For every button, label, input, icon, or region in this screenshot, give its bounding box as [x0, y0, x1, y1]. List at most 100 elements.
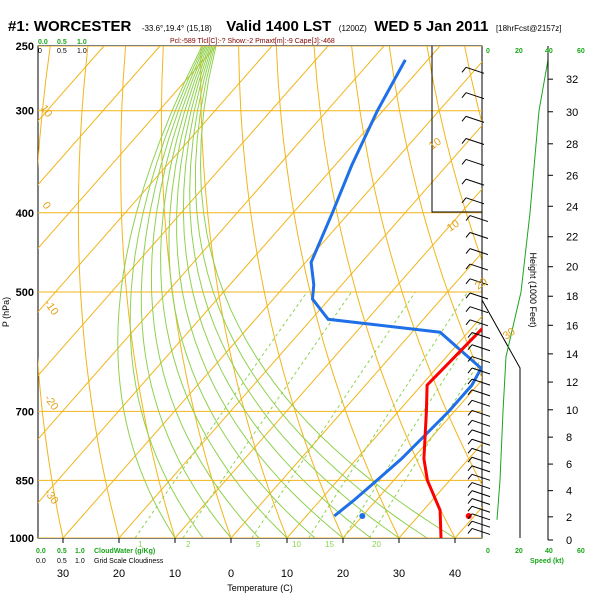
- pressure-axis: 250 300 400 500 700 850 1000: [10, 41, 34, 545]
- wind-barb: [469, 306, 489, 314]
- height-tick-label: 24: [566, 201, 578, 213]
- cloud-scale-bottom-tick: 0.5: [57, 558, 67, 565]
- wind-barb-flag: [465, 306, 471, 312]
- wind-barb: [465, 178, 485, 186]
- dewpoint-profile-line: [309, 59, 482, 518]
- pressure-tick-label: 250: [16, 41, 34, 53]
- wind-barb: [471, 456, 491, 464]
- temperature-tick-label: 20: [337, 568, 349, 580]
- wind-barb: [471, 498, 491, 506]
- moist-adiabat-line: [117, 46, 203, 538]
- temperature-axis-label: Temperature (C): [227, 583, 293, 593]
- stability-indices: Pcl:-589 Tlcl[C]:-? Show:-2 Pmaxt[m]:-9 …: [170, 38, 335, 45]
- dry-adiabat-line: [120, 46, 176, 538]
- temperature-tick-label: 10: [281, 568, 293, 580]
- wind-barb-flag: [465, 263, 471, 270]
- wind-barb-flag: [467, 399, 473, 406]
- speed-axis-label: Speed (kt): [530, 558, 564, 565]
- wind-barb: [465, 158, 485, 166]
- wind-barb-flag: [467, 448, 473, 454]
- dry-adiabat-line: [238, 46, 344, 538]
- parcel-profile-line: [484, 60, 514, 270]
- wind-barb: [465, 138, 485, 146]
- dry-adiabat-line: [275, 46, 400, 538]
- cloud-scale-top-tick: 0.5: [57, 48, 67, 55]
- isotherm-label: 0: [40, 200, 53, 212]
- isobar-grid: [38, 46, 482, 538]
- wind-barb: [471, 419, 491, 427]
- wind-barb: [469, 278, 489, 286]
- wind-region-boundary: [431, 46, 521, 538]
- wind-barb: [471, 473, 491, 481]
- wind-barb-flag: [461, 116, 467, 122]
- height-tick-label: 2: [566, 512, 572, 524]
- wind-barb-flag: [461, 67, 467, 73]
- wind-barb-flag: [467, 367, 473, 374]
- temperature-tick-label: 10: [169, 568, 181, 580]
- moist-adiabat-line: [150, 46, 260, 538]
- wind-barb-flag: [461, 159, 467, 165]
- wind-barb-flag: [467, 513, 473, 520]
- cloud-scale-bottom-tick: 0.5: [57, 548, 67, 555]
- wind-barb: [471, 447, 491, 455]
- wind-barb-flag: [465, 248, 471, 254]
- wind-barb: [471, 505, 491, 513]
- speed-bottom-tick: 40: [545, 548, 553, 555]
- wind-barb: [469, 263, 489, 271]
- wind-barb-flag: [467, 438, 473, 445]
- wind-barb: [471, 429, 491, 437]
- speed-top-tick: 0: [486, 48, 490, 55]
- isotherm-label: -10: [42, 298, 61, 318]
- isotherm-label: -20: [42, 393, 61, 413]
- wind-barb: [469, 231, 489, 239]
- pressure-tick-label: 850: [16, 475, 34, 487]
- wind-barb-flag: [467, 520, 473, 527]
- wind-speed-profile: [496, 59, 549, 520]
- speed-top-tick: 60: [577, 48, 585, 55]
- wind-barb-flag: [465, 215, 471, 221]
- height-tick-label: 10: [566, 405, 578, 417]
- isotherm-line: [286, 315, 482, 538]
- wind-barb: [471, 490, 491, 498]
- mixing-label: 2: [186, 540, 191, 549]
- cloud-scale-top-tick: 0: [38, 48, 42, 55]
- moist-adiabat-line: [189, 46, 400, 538]
- dry-adiabat-line: [0, 46, 13, 538]
- moist-adiabat-line: [160, 46, 288, 538]
- height-tick-label: 12: [566, 377, 578, 389]
- wind-barb-flag: [465, 319, 471, 326]
- wind-barb-flag: [461, 138, 467, 144]
- wind-barb-flag: [467, 332, 473, 338]
- isotherm-label: 10: [445, 218, 462, 235]
- wind-barb: [471, 520, 491, 528]
- height-tick-label: 20: [566, 262, 578, 274]
- cloud-scale-top: 0.0 0.5 1.0 0 0.5 1.0: [38, 39, 87, 55]
- wind-barb-flag: [467, 419, 473, 426]
- mixing-label: 20: [372, 540, 381, 549]
- speed-bottom-tick: 20: [515, 548, 523, 555]
- height-tick-label: 0: [566, 535, 572, 547]
- height-axis-label: Height (1000 Feet): [528, 252, 538, 327]
- pressure-tick-label: 400: [16, 208, 34, 220]
- dry-adiabat-line: [38, 46, 64, 538]
- height-tick-label: 26: [566, 170, 578, 182]
- isotherm-label: 10: [38, 103, 55, 120]
- wind-barb: [471, 527, 491, 535]
- mixing-ratio-line: [368, 356, 482, 538]
- mixing-ratio-line: [134, 291, 308, 538]
- moist-adiabat-line: [176, 46, 344, 538]
- wind-barb: [469, 248, 489, 256]
- station-title: #1: WORCESTER -33.6°,19.4° (15,18) Valid…: [8, 18, 561, 35]
- mixing-ratio-line: [308, 291, 469, 538]
- surface-dewpoint-marker: [359, 513, 366, 520]
- moist-adiabat-line: [195, 46, 428, 538]
- mixing-ratio-line: [251, 291, 416, 538]
- mixing-label: 10: [292, 540, 301, 549]
- height-tick-label: 28: [566, 139, 578, 151]
- cloud-scale-top-tick: 1.0: [77, 48, 87, 55]
- mixing-ratio-line: [182, 291, 352, 538]
- wind-barb-flag: [461, 197, 467, 204]
- wind-barb: [471, 438, 491, 446]
- dry-adiabat-grid: [0, 46, 482, 538]
